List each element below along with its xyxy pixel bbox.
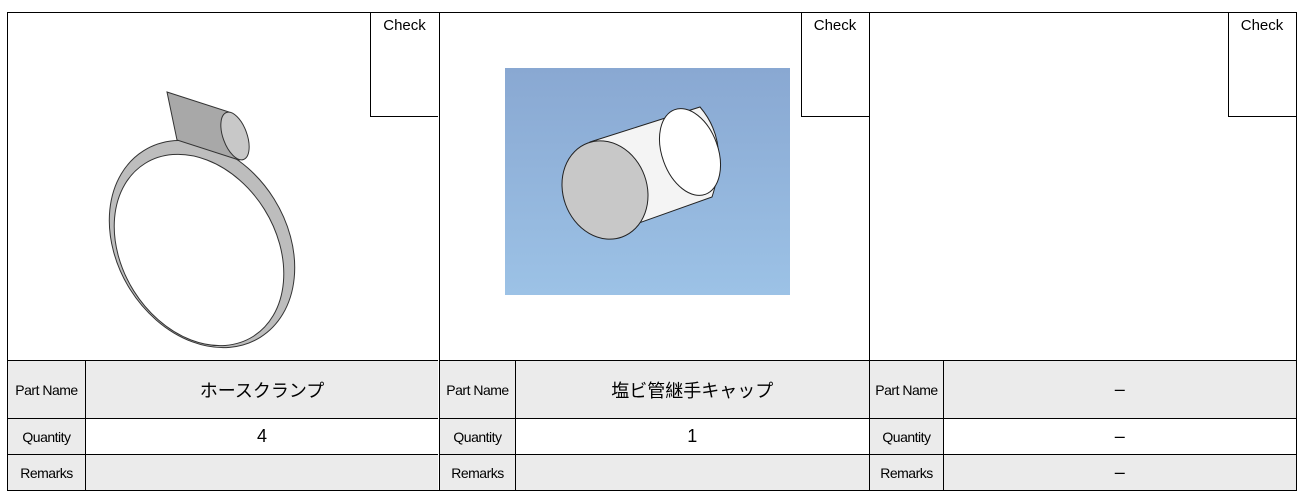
panel: Check Part Name ホースクランプ Quantity 4 Remarks bbox=[7, 12, 440, 491]
part-name-label: Part Name bbox=[8, 360, 86, 418]
remarks-label: Remarks bbox=[870, 454, 944, 490]
remarks-value bbox=[516, 454, 869, 490]
hose-clamp-image bbox=[108, 91, 296, 349]
remarks-value: – bbox=[944, 454, 1296, 490]
check-box: Check bbox=[1227, 13, 1296, 117]
quantity-label: Quantity bbox=[8, 418, 86, 454]
quantity-value: 1 bbox=[516, 418, 869, 454]
check-box: Check bbox=[800, 13, 869, 117]
check-box: Check bbox=[370, 13, 438, 117]
remarks-value bbox=[86, 454, 438, 490]
panel: Check Part Name – Quantity – Remarks – bbox=[870, 12, 1297, 491]
remarks-label: Remarks bbox=[440, 454, 516, 490]
quantity-label: Quantity bbox=[440, 418, 516, 454]
cap-image bbox=[505, 68, 790, 295]
part-name-value: – bbox=[944, 360, 1296, 418]
quantity-value: 4 bbox=[86, 418, 438, 454]
part-name-value: 塩ビ管継手キャップ bbox=[516, 360, 869, 418]
part-name-value: ホースクランプ bbox=[86, 360, 438, 418]
part-name-label: Part Name bbox=[870, 360, 944, 418]
panel: Check Part Name 塩ビ管継手キャップ Quantity 1 Remarks bbox=[440, 12, 870, 491]
quantity-label: Quantity bbox=[870, 418, 944, 454]
quantity-value: – bbox=[944, 418, 1296, 454]
part-name-label: Part Name bbox=[440, 360, 516, 418]
remarks-label: Remarks bbox=[8, 454, 86, 490]
